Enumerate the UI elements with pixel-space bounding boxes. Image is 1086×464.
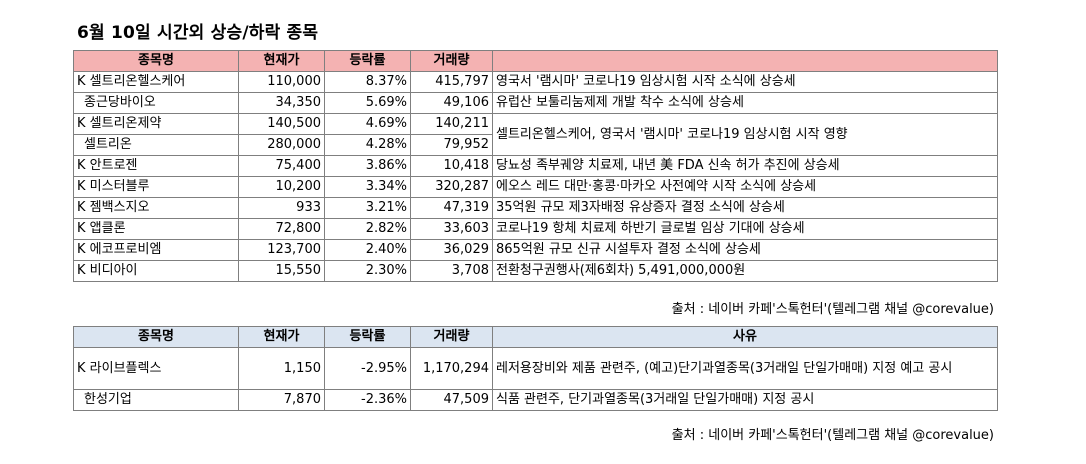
stock-rate: 2.82% [324, 218, 411, 240]
table-row: K 안트로젠 75,400 3.86% 10,418 당뇨성 족부궤양 치료제,… [73, 155, 998, 177]
stock-rate: 2.30% [324, 260, 411, 282]
stock-name: K 비디아이 [73, 260, 239, 282]
fall-header-row: 종목명 현재가 등락률 거래량 사유 [73, 326, 998, 348]
stock-price: 1,150 [238, 347, 325, 390]
stock-volume: 140,211 [410, 113, 493, 135]
stock-rate: 5.69% [324, 92, 411, 114]
stock-name: K 에코프로비엠 [73, 239, 239, 261]
stock-reason: 코로나19 항체 치료제 하반기 글로벌 임상 기대에 상승세 [492, 218, 998, 240]
stock-name: K 미스터블루 [73, 176, 239, 198]
page-title: 6월 10일 시간외 상승/하락 종목 [77, 23, 319, 43]
stock-price: 7,870 [238, 389, 325, 411]
stock-volume: 79,952 [410, 134, 493, 156]
table-row: 한성기업 7,870 -2.36% 47,509 식품 관련주, 단기과열종목(… [73, 389, 998, 411]
stock-volume: 49,106 [410, 92, 493, 114]
stock-rate: 4.69% [324, 113, 411, 135]
stock-name: 종근당바이오 [73, 92, 239, 114]
stock-reason: 당뇨성 족부궤양 치료제, 내년 美 FDA 신속 허가 추진에 상승세 [492, 155, 998, 177]
stock-price: 123,700 [238, 239, 325, 261]
stock-volume: 10,418 [410, 155, 493, 177]
stock-price: 34,350 [238, 92, 325, 114]
stock-reason: 에오스 레드 대만·홍콩·마카오 사전예약 시작 소식에 상승세 [492, 176, 998, 198]
stock-rate: 3.86% [324, 155, 411, 177]
stock-name: K 셀트리온헬스케어 [73, 71, 239, 93]
stock-rate: 2.40% [324, 239, 411, 261]
stock-volume: 33,603 [410, 218, 493, 240]
stock-name: 한성기업 [73, 389, 239, 411]
stock-price: 110,000 [238, 71, 325, 93]
col-header-price: 현재가 [238, 50, 325, 72]
stock-volume: 3,708 [410, 260, 493, 282]
col-header-name: 종목명 [73, 50, 239, 72]
stock-name: 셀트리온 [73, 134, 239, 156]
col-header-reason: 사유 [492, 326, 998, 348]
stock-rate: -2.36% [324, 389, 411, 411]
stock-reason: 식품 관련주, 단기과열종목(3거래일 단일가매매) 지정 공시 [492, 389, 998, 411]
col-header-rate: 등락률 [324, 50, 411, 72]
stock-reason: 865억원 규모 신규 시설투자 결정 소식에 상승세 [492, 239, 998, 261]
stock-volume: 1,170,294 [410, 347, 493, 390]
table-row: K 젬백스지오 933 3.21% 47,319 35억원 규모 제3자배정 유… [73, 197, 998, 219]
stock-rate: -2.95% [324, 347, 411, 390]
table-row: K 라이브플렉스 1,150 -2.95% 1,170,294 레저용장비와 제… [73, 347, 998, 390]
table-row: 종근당바이오 34,350 5.69% 49,106 유럽산 보툴리눔제제 개발… [73, 92, 998, 114]
stock-price: 72,800 [238, 218, 325, 240]
stock-price: 140,500 [238, 113, 325, 135]
stock-reason: 35억원 규모 제3자배정 유상증자 결정 소식에 상승세 [492, 197, 998, 219]
stock-name: K 안트로젠 [73, 155, 239, 177]
stock-volume: 47,319 [410, 197, 493, 219]
stock-reason: 영국서 '램시마' 코로나19 임상시험 시작 소식에 상승세 [492, 71, 998, 93]
fall-table: 종목명 현재가 등락률 거래량 사유 K 라이브플렉스 1,150 -2.95%… [73, 326, 998, 411]
col-header-rate: 등락률 [324, 326, 411, 348]
col-header-volume: 거래량 [410, 326, 493, 348]
stock-rate: 3.34% [324, 176, 411, 198]
stock-name: K 앱클론 [73, 218, 239, 240]
stock-volume: 415,797 [410, 71, 493, 93]
stock-rate: 4.28% [324, 134, 411, 156]
stock-price: 15,550 [238, 260, 325, 282]
col-header-price: 현재가 [238, 326, 325, 348]
table-row: K 셀트리온헬스케어 110,000 8.37% 415,797 영국서 '램시… [73, 71, 998, 93]
stock-price: 10,200 [238, 176, 325, 198]
stock-price: 280,000 [238, 134, 325, 156]
stock-price: 75,400 [238, 155, 325, 177]
table-row: K 비디아이 15,550 2.30% 3,708 전환청구권행사(제6회차) … [73, 260, 998, 282]
rise-header-row: 종목명 현재가 등락률 거래량 [73, 50, 998, 72]
stock-volume: 47,509 [410, 389, 493, 411]
table-row: K 셀트리온제약 140,500 4.69% 140,211 셀트리온헬스케어,… [73, 113, 998, 156]
stock-volume: 36,029 [410, 239, 493, 261]
table-row: K 미스터블루 10,200 3.34% 320,287 에오스 레드 대만·홍… [73, 176, 998, 198]
stock-name: K 셀트리온제약 [73, 113, 239, 135]
stock-volume: 320,287 [410, 176, 493, 198]
stock-name: K 젬백스지오 [73, 197, 239, 219]
stock-rate: 8.37% [324, 71, 411, 93]
stock-reason: 전환청구권행사(제6회차) 5,491,000,000원 [492, 260, 998, 282]
stock-reason: 유럽산 보툴리눔제제 개발 착수 소식에 상승세 [492, 92, 998, 114]
stock-name: K 라이브플렉스 [73, 347, 239, 390]
table-row: K 앱클론 72,800 2.82% 33,603 코로나19 항체 치료제 하… [73, 218, 998, 240]
stock-reason: 셀트리온헬스케어, 영국서 '램시마' 코로나19 임상시험 시작 영향 [492, 113, 998, 156]
col-header-reason [492, 50, 998, 72]
table-row: K 에코프로비엠 123,700 2.40% 36,029 865억원 규모 신… [73, 239, 998, 261]
stock-price: 933 [238, 197, 325, 219]
col-header-name: 종목명 [73, 326, 239, 348]
stock-reason: 레저용장비와 제품 관련주, (예고)단기과열종목(3거래일 단일가매매) 지정… [492, 347, 998, 390]
stock-rate: 3.21% [324, 197, 411, 219]
source-note: 출처 : 네이버 카페'스톡헌터'(텔레그램 채널 @corevalue) [671, 302, 994, 317]
source-note: 출처 : 네이버 카페'스톡헌터'(텔레그램 채널 @corevalue) [671, 428, 994, 443]
rise-table: 종목명 현재가 등락률 거래량 K 셀트리온헬스케어 110,000 8.37%… [73, 50, 998, 282]
col-header-volume: 거래량 [410, 50, 493, 72]
